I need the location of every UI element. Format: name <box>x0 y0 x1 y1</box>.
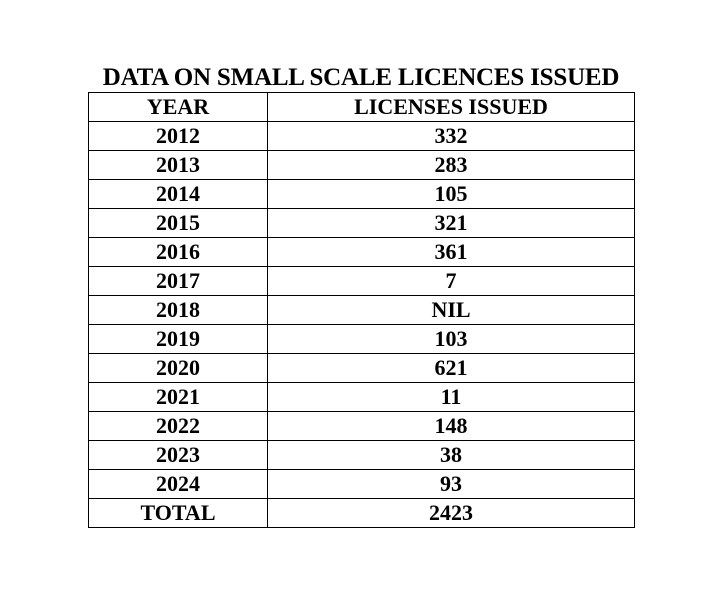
licenses-cell: 361 <box>267 237 635 267</box>
licenses-cell: NIL <box>267 295 635 325</box>
table-row: 2017 7 <box>88 266 635 296</box>
licenses-cell: 621 <box>267 353 635 383</box>
header-year: YEAR <box>88 92 268 122</box>
licenses-cell: 105 <box>267 179 635 209</box>
year-cell: 2022 <box>88 411 268 441</box>
licenses-cell: 93 <box>267 469 635 499</box>
table-row: 2024 93 <box>88 469 635 499</box>
licences-table: YEAR LICENSES ISSUED 2012 332 2013 283 2… <box>88 92 635 528</box>
year-cell: 2013 <box>88 150 268 180</box>
year-cell: 2017 <box>88 266 268 296</box>
licenses-cell: 103 <box>267 324 635 354</box>
licenses-cell: 148 <box>267 411 635 441</box>
year-cell: 2019 <box>88 324 268 354</box>
header-licenses-issued: LICENSES ISSUED <box>267 92 635 122</box>
table-row: 2016 361 <box>88 237 635 267</box>
licenses-cell: 283 <box>267 150 635 180</box>
table-row: 2022 148 <box>88 411 635 441</box>
table-header-row: YEAR LICENSES ISSUED <box>88 92 635 122</box>
table-row: 2020 621 <box>88 353 635 383</box>
total-label: TOTAL <box>88 498 268 528</box>
year-cell: 2014 <box>88 179 268 209</box>
licenses-cell: 38 <box>267 440 635 470</box>
year-cell: 2020 <box>88 353 268 383</box>
table-row: 2021 11 <box>88 382 635 412</box>
year-cell: 2021 <box>88 382 268 412</box>
year-cell: 2023 <box>88 440 268 470</box>
year-cell: 2012 <box>88 121 268 151</box>
year-cell: 2024 <box>88 469 268 499</box>
table-row: 2023 38 <box>88 440 635 470</box>
licenses-cell: 11 <box>267 382 635 412</box>
table-row: 2012 332 <box>88 121 635 151</box>
table-row: 2013 283 <box>88 150 635 180</box>
table-row: 2019 103 <box>88 324 635 354</box>
document-title: DATA ON SMALL SCALE LICENCES ISSUED <box>102 64 620 91</box>
table-row: 2014 105 <box>88 179 635 209</box>
licenses-cell: 7 <box>267 266 635 296</box>
year-cell: 2016 <box>88 237 268 267</box>
licenses-cell: 321 <box>267 208 635 238</box>
table-row: 2015 321 <box>88 208 635 238</box>
total-row: TOTAL 2423 <box>88 498 635 528</box>
year-cell: 2018 <box>88 295 268 325</box>
year-cell: 2015 <box>88 208 268 238</box>
table-row: 2018 NIL <box>88 295 635 325</box>
total-value: 2423 <box>267 498 635 528</box>
licenses-cell: 332 <box>267 121 635 151</box>
